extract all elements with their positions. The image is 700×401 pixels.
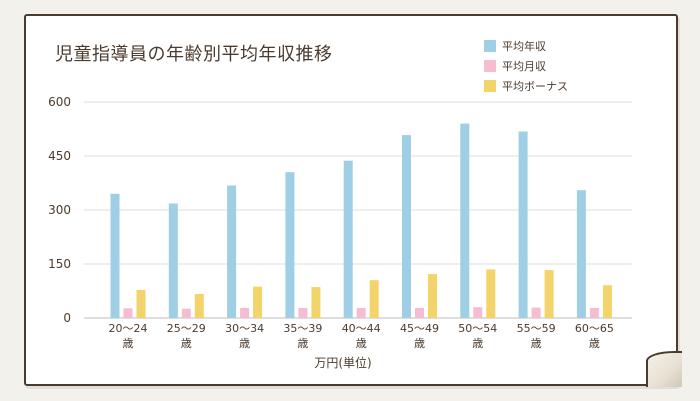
bar xyxy=(240,307,250,318)
legend-item-bonus: 平均ボーナス xyxy=(484,76,568,96)
bar xyxy=(298,307,308,318)
legend-swatch-blue xyxy=(484,40,496,52)
legend-item-monthly-income: 平均月収 xyxy=(484,56,568,76)
x-tick-label: 25〜29 xyxy=(167,322,206,335)
x-tick-label-suffix: 歳 xyxy=(531,337,542,350)
y-tick-label: 300 xyxy=(48,203,71,217)
x-tick-label-suffix: 歳 xyxy=(239,337,250,350)
bar xyxy=(136,289,146,318)
bar xyxy=(123,308,133,318)
bar xyxy=(194,293,204,318)
x-tick-label: 50〜54 xyxy=(458,322,497,335)
x-tick-label-suffix: 歳 xyxy=(472,337,483,350)
bar xyxy=(602,285,612,318)
x-tick-label-suffix: 歳 xyxy=(123,337,134,350)
bar xyxy=(168,203,178,318)
x-tick-label-suffix: 歳 xyxy=(589,337,600,350)
bar xyxy=(311,287,321,318)
x-tick-label-suffix: 歳 xyxy=(414,337,425,350)
x-tick-label-suffix: 歳 xyxy=(181,337,192,350)
bar xyxy=(285,172,295,318)
bar xyxy=(518,131,528,318)
bar xyxy=(576,190,586,318)
x-tick-label-suffix: 歳 xyxy=(297,337,308,350)
bar xyxy=(428,274,437,318)
page-curl-decoration xyxy=(646,351,682,387)
bar xyxy=(415,307,424,318)
bar xyxy=(253,286,263,318)
bar xyxy=(460,123,470,318)
x-tick-label: 55〜59 xyxy=(517,322,556,335)
legend-swatch-pink xyxy=(484,60,496,72)
bar xyxy=(486,269,496,318)
bar xyxy=(473,307,483,318)
legend-swatch-yellow xyxy=(484,80,496,92)
x-axis-title: 万円(単位) xyxy=(314,355,371,370)
x-tick-label: 35〜39 xyxy=(283,322,322,335)
bar xyxy=(227,185,237,318)
legend-item-annual-income: 平均年収 xyxy=(484,36,568,56)
y-tick-label: 150 xyxy=(48,257,71,271)
y-axis-labels: 0 150 300 450 600 xyxy=(48,95,71,325)
chart-title: 児童指導員の年齢別平均年収推移 xyxy=(55,44,333,65)
bar xyxy=(343,160,353,318)
x-tick-label: 20〜24 xyxy=(109,322,148,335)
legend-label-monthly-income: 平均月収 xyxy=(502,60,546,73)
legend-label-bonus: 平均ボーナス xyxy=(502,80,568,93)
y-tick-label: 0 xyxy=(63,311,71,325)
legend-label-annual-income: 平均年収 xyxy=(502,40,546,53)
bars xyxy=(110,123,612,318)
x-tick-label: 30〜34 xyxy=(225,322,264,335)
bar xyxy=(544,270,554,318)
bar xyxy=(181,308,191,318)
bar xyxy=(356,307,366,318)
bar xyxy=(402,135,411,318)
y-tick-label: 600 xyxy=(48,95,71,109)
bar xyxy=(531,307,541,318)
x-tick-label: 45〜49 xyxy=(400,322,439,335)
x-tick-label: 60〜65 xyxy=(575,322,614,335)
x-tick-label-suffix: 歳 xyxy=(356,337,367,350)
x-tick-label: 40〜44 xyxy=(342,322,381,335)
bar xyxy=(369,280,379,318)
bar xyxy=(589,307,599,318)
x-axis-labels: 20〜24 歳 25〜29 歳 30〜34 歳 35〜39 歳 40〜44 歳 45〜49 歳 50〜5… xyxy=(109,322,614,350)
y-tick-label: 450 xyxy=(48,149,71,163)
chart-legend: 平均年収 平均月収 平均ボーナス xyxy=(484,36,568,96)
bar xyxy=(110,193,120,318)
